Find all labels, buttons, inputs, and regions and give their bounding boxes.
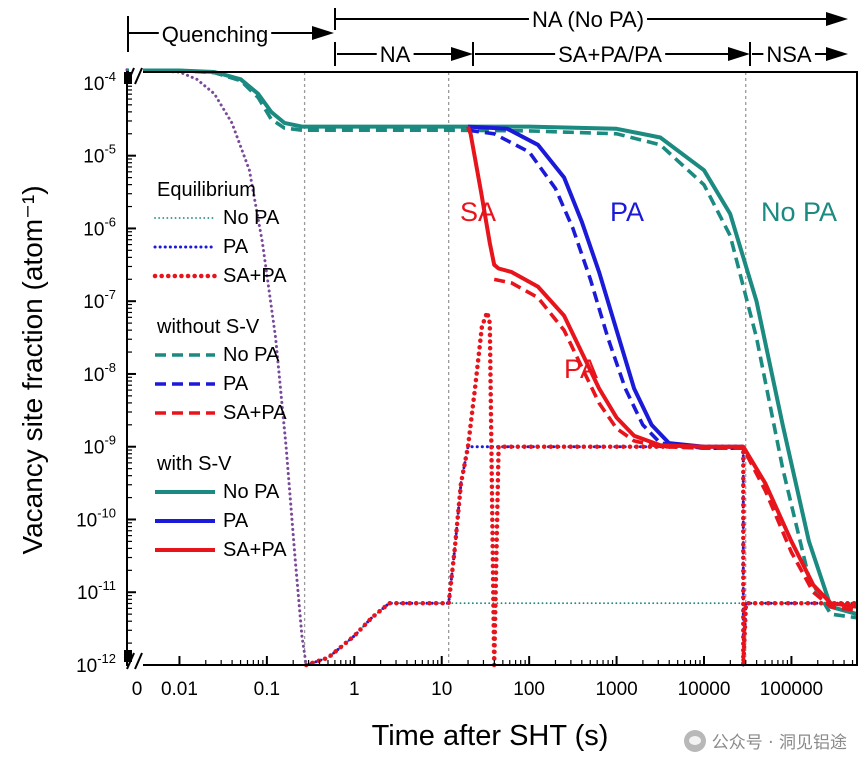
annotation-pa-blue: PA: [610, 197, 644, 227]
reference-lines: [303, 72, 747, 665]
stage-quenching: Quenching: [162, 22, 268, 47]
legend-label-without-s-v-sa-pa: SA+PA: [223, 402, 287, 424]
axis-break-mark: [134, 652, 143, 670]
series-without-s-v-sa-pa: [493, 277, 858, 613]
legend-label-with-s-v-pa: PA: [223, 510, 249, 532]
series-with-s-v-pa: [467, 124, 744, 449]
legend-label-without-s-v-pa: PA: [223, 373, 249, 395]
quench-arrow-arrowhead: [312, 26, 334, 40]
series-with-s-v-sa-pa: [466, 125, 858, 609]
stage-nsa-bg: [763, 42, 815, 67]
axis-break-mark: [134, 67, 143, 85]
axes: [126, 71, 858, 666]
annotation-pa-red: PA: [564, 354, 598, 384]
y-tick-label-7: 10-11: [77, 578, 116, 604]
x-tick-label-4: 10: [431, 679, 452, 700]
y-tick-label-1: 10-5: [83, 142, 116, 168]
y-tick-label-8: 10-12: [76, 651, 116, 677]
x-tick-label-0: 0: [132, 679, 143, 700]
plot-frame: [126, 71, 858, 666]
series-equilibrium-pa: [304, 445, 859, 667]
series-layer: [125, 68, 860, 668]
y-tick-label-6: 10-10: [76, 505, 116, 531]
wechat-icon: [683, 729, 706, 752]
legend-label-equilibrium-no-pa: No PA: [223, 207, 280, 229]
x-tick-label-8: 100000: [760, 679, 823, 700]
series-equilibrium-quench: [125, 68, 308, 667]
axis-break-block: [124, 72, 132, 84]
x-tick-label-1: 0.01: [161, 679, 198, 700]
watermark-text: 公众号 · 洞见铝途: [711, 733, 847, 753]
legend-label-equilibrium-sa-pa: SA+PA: [223, 265, 287, 287]
ticks: 0 0.01 0.1 1 10 100 1000 10000 100000 10-4 10-5 10-…: [76, 67, 854, 700]
stage-nsa: NSA: [766, 42, 812, 67]
x-tick-label-2: 0.1: [254, 679, 280, 700]
series-with-s-v-no-pa: [127, 68, 858, 617]
y-tick-label-3: 10-7: [83, 287, 116, 313]
sa-arrow-arrowhead: [728, 47, 750, 61]
stage-sa-pa: SA+PA/PA: [558, 42, 662, 67]
annotation-no-pa: No PA: [761, 197, 837, 227]
stage-quenching-bg: [158, 22, 272, 47]
na-arrow-arrowhead: [451, 47, 473, 61]
series-without-s-v-no-pa: [127, 68, 858, 620]
annotation-sa: SA: [460, 197, 496, 227]
stage-sa-pa-bg: [555, 42, 666, 67]
watermark: 公众号 · 洞见铝途: [683, 728, 847, 753]
y-tick-label-4: 10-8: [83, 360, 116, 386]
legend: Equilibrium No PA PA SA+PA without S-V No PA P…: [152, 179, 287, 561]
legend-label-without-s-v-no-pa: No PA: [223, 344, 280, 366]
legend-label-with-s-v-sa-pa: SA+PA: [223, 539, 287, 561]
stage-na-no-pa: NA (No PA): [532, 7, 644, 32]
stage-na-bg: [376, 42, 414, 67]
x-tick-label-5: 100: [513, 679, 545, 700]
annotations: SA PA No PA PA: [460, 197, 837, 384]
y-tick-label-0: 10-4: [83, 69, 116, 95]
stage-bar: Quenching NA (No PA) NA SA+PA/PA NSA: [127, 7, 848, 67]
legend-label-with-s-v-no-pa: No PA: [223, 481, 280, 503]
nsa-arrow-arrowhead: [826, 47, 848, 61]
legend-title-with-s-v: with S-V: [156, 453, 232, 475]
y-tick-label-5: 10-9: [83, 433, 116, 459]
x-tick-label-7: 10000: [678, 679, 731, 700]
legend-label-equilibrium-pa: PA: [223, 236, 249, 258]
y-axis-label: Vacancy site fraction (atom⁻¹): [17, 185, 48, 554]
x-tick-label-3: 1: [349, 679, 360, 700]
axis-break-block: [124, 650, 132, 662]
y-tick-label-2: 10-6: [83, 214, 116, 240]
x-tick-label-6: 1000: [595, 679, 637, 700]
legend-title-equilibrium: Equilibrium: [157, 179, 256, 201]
series-equilibrium-no-pa: [305, 602, 858, 666]
x-axis-label: Time after SHT (s): [372, 720, 609, 752]
stage-na-no-pa-bg: [528, 7, 648, 32]
na-nopa-arrow-arrowhead: [826, 12, 848, 26]
legend-title-without-s-v: without S-V: [156, 316, 260, 338]
stage-na: NA: [380, 42, 411, 67]
